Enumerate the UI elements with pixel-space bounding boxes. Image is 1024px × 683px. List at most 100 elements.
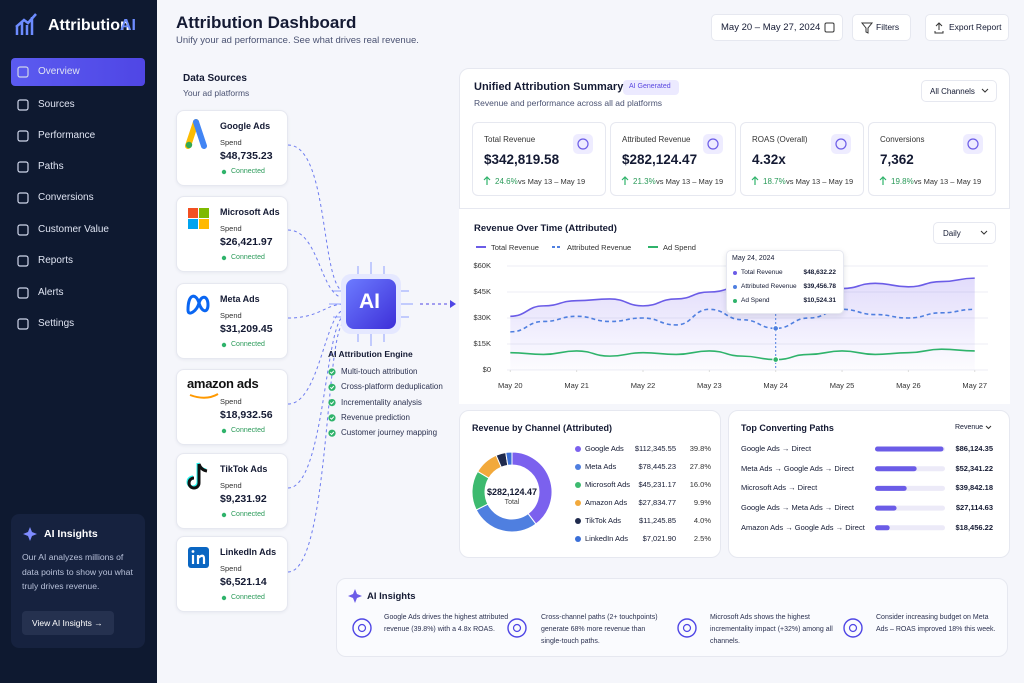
path-value: $27,114.63 (955, 503, 993, 513)
path-name: Amazon Ads → Google Ads → Direct (741, 522, 865, 532)
date-button[interactable] (711, 14, 843, 41)
nav-item[interactable]: Paths (38, 161, 64, 172)
spend-value: $18,932.56 (220, 409, 273, 421)
check-icon (328, 414, 336, 422)
check-icon (328, 429, 336, 437)
y-tick-label: $0 (482, 365, 491, 374)
summary-title: Unified Attribution Summary (474, 81, 624, 93)
nav-item[interactable]: Conversions (38, 192, 94, 203)
channels-dropdown-label[interactable]: All Channels (930, 87, 975, 96)
tooltip-value: $10,524.31 (803, 297, 836, 304)
nav-item[interactable]: Sources (38, 99, 75, 110)
channel-revenue: $112,345.55 (634, 444, 676, 453)
tooltip-value: $39,456.78 (803, 283, 836, 290)
donut-total: $282,124.47 (486, 487, 538, 497)
legend-label: Total Revenue (491, 243, 539, 252)
kpi-card (740, 122, 864, 196)
nav-item[interactable]: Reports (38, 255, 74, 266)
interval-dropdown[interactable] (933, 222, 996, 244)
channel-name: Microsoft Ads (585, 480, 631, 489)
nav-item[interactable]: Settings (38, 318, 75, 329)
nav-item[interactable]: Alerts (38, 287, 64, 298)
insights-panel (336, 578, 1008, 657)
date-range: May 20 – May 27, 2024 (721, 22, 821, 33)
channel-name: Google Ads (585, 444, 624, 453)
source-name: LinkedIn Ads (220, 547, 277, 557)
status-label: Connected (231, 427, 265, 434)
channel-share: 16.0% (689, 480, 711, 489)
channel-name: TikTok Ads (585, 516, 621, 525)
tooltip-value: $48,632.22 (803, 269, 836, 276)
channel-share: 39.8% (689, 444, 711, 453)
x-tick-label: May 20 (498, 381, 523, 390)
interval-dropdown-label[interactable]: Daily (943, 229, 961, 238)
spend-label: Spend (220, 481, 242, 490)
kpi-change: 18.7% (763, 177, 786, 186)
export-button[interactable] (925, 14, 1009, 41)
tooltip-series: Total Revenue (741, 269, 783, 276)
tooltip-series: Ad Spend (741, 297, 770, 304)
export-label: Export Report (949, 22, 1002, 32)
path-name: Google Ads → Direct (741, 444, 812, 453)
channel-name: Amazon Ads (585, 498, 628, 507)
spend-value: $26,421.97 (220, 236, 273, 248)
check-icon (328, 368, 336, 376)
y-tick-label: $30K (473, 313, 491, 322)
engine-feature: Revenue prediction (341, 412, 410, 422)
nav-item[interactable]: Overview (38, 66, 80, 77)
tooltip-series: Attributed Revenue (741, 283, 797, 290)
insight-text: Google Ads drives the highest attributed… (384, 614, 509, 633)
tooltip-title: May 24, 2024 (732, 255, 775, 262)
kpi-label: Total Revenue (484, 135, 536, 144)
legend-label: Ad Spend (663, 243, 696, 252)
path-name: Google Ads → Meta Ads → Direct (741, 503, 854, 513)
status-label: Connected (231, 254, 265, 261)
paths-dropdown-label[interactable]: Revenue (955, 424, 984, 431)
path-name: Microsoft Ads → Direct (741, 483, 818, 493)
insight-text: Microsoft Ads shows the highest incremen… (710, 614, 833, 645)
donut-total-label: Total (504, 499, 520, 506)
check-mark (329, 416, 335, 420)
view-insights-button-bg[interactable] (22, 611, 114, 635)
kpi-label: ROAS (Overall) (752, 135, 808, 144)
spend-value: $31,209.45 (220, 323, 273, 335)
spend-label: Spend (220, 224, 242, 233)
brand-name: Attribution (48, 17, 130, 34)
summary-subtitle: Revenue and performance across all ad pl… (474, 98, 663, 108)
source-name: TikTok Ads (220, 464, 268, 474)
kpi-change: 21.3% (633, 177, 656, 186)
spend-label: Spend (220, 397, 242, 406)
check-mark (329, 401, 335, 405)
kpi-value: $282,124.47 (622, 152, 698, 167)
paths-panel (728, 410, 1010, 558)
source-name: Meta Ads (220, 294, 260, 304)
sources-subtitle: Your ad platforms (183, 88, 250, 98)
channel-name: LinkedIn Ads (585, 534, 628, 543)
channel-panel (459, 410, 721, 558)
channel-name: Meta Ads (585, 462, 617, 471)
page-subtitle: Unify your ad performance. See what driv… (176, 35, 419, 46)
x-tick-label: May 23 (697, 381, 722, 390)
engine-title: AI Attribution Engine (328, 349, 413, 359)
ai-badge (623, 80, 679, 95)
check-mark (329, 370, 335, 375)
arrow-head (450, 300, 456, 308)
kpi-compare: vs May 13 – May 19 (518, 177, 586, 186)
spend-value: $9,231.92 (220, 493, 267, 505)
status-label: Connected (231, 594, 265, 601)
channel-revenue: $11,245.85 (639, 516, 676, 525)
tooltip-dot (733, 271, 737, 275)
x-tick-label: May 24 (763, 381, 788, 390)
channels-dropdown[interactable] (921, 80, 997, 102)
filters-label: Filters (876, 22, 900, 32)
path-value: $39,842.18 (955, 483, 993, 493)
check-mark (329, 431, 335, 436)
spend-label: Spend (220, 138, 242, 147)
page-title: Attribution Dashboard (176, 13, 357, 32)
channel-revenue: $27,834.77 (638, 498, 676, 507)
nav-item[interactable]: Performance (38, 130, 96, 141)
nav-item[interactable]: Customer Value (38, 224, 109, 235)
y-tick-label: $45K (473, 287, 491, 296)
view-insights-button[interactable]: View AI Insights → (32, 618, 103, 628)
